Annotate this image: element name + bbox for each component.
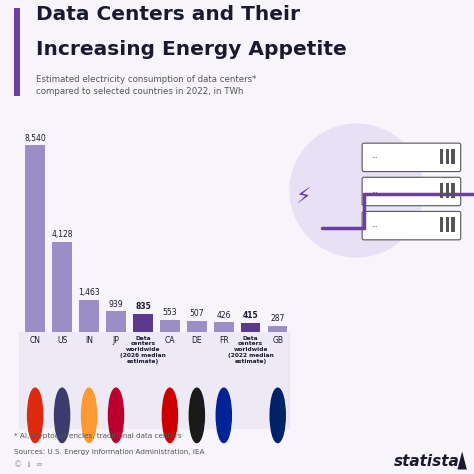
Circle shape [27, 388, 43, 443]
Bar [440, 149, 443, 164]
Circle shape [270, 388, 285, 443]
Text: 4,128: 4,128 [51, 230, 73, 239]
Circle shape [216, 388, 231, 443]
Bar [446, 149, 449, 164]
Text: Data
centers
worldwide
(2026 median
estimate): Data centers worldwide (2026 median esti… [120, 336, 166, 364]
FancyBboxPatch shape [362, 143, 461, 172]
Polygon shape [457, 451, 467, 469]
Bar [133, 314, 153, 332]
Bar [268, 326, 287, 332]
Circle shape [109, 388, 124, 443]
Bar [106, 311, 126, 332]
Text: Sources: U.S. Energy Information Administration, IEA: Sources: U.S. Energy Information Adminis… [14, 449, 205, 455]
Text: CN: CN [30, 336, 41, 345]
FancyBboxPatch shape [18, 331, 289, 431]
Bar [241, 323, 260, 332]
Text: Increasing Energy Appetite: Increasing Energy Appetite [36, 40, 346, 59]
Text: DE: DE [191, 336, 202, 345]
Bar [446, 217, 449, 232]
Circle shape [55, 388, 70, 443]
Bar [53, 242, 72, 332]
Text: JP: JP [112, 336, 119, 345]
Text: 835: 835 [135, 302, 151, 311]
Text: 507: 507 [190, 309, 204, 318]
Text: 553: 553 [163, 308, 177, 317]
Circle shape [189, 388, 204, 443]
Bar [446, 183, 449, 198]
Text: CA: CA [164, 336, 175, 345]
Text: statista: statista [394, 455, 460, 469]
FancyBboxPatch shape [362, 177, 461, 206]
Text: 287: 287 [271, 314, 285, 323]
Bar [214, 322, 234, 332]
Bar [79, 300, 99, 332]
Text: ...: ... [372, 154, 378, 159]
Bar [440, 217, 443, 232]
Text: Data Centers and Their: Data Centers and Their [36, 5, 300, 24]
Text: GB: GB [272, 336, 283, 345]
Text: Estimated electricity consumption of data centers*
compared to selected countrie: Estimated electricity consumption of dat… [36, 75, 256, 96]
Text: * AI, cryptocurrencies, traditional data centers: * AI, cryptocurrencies, traditional data… [14, 433, 182, 439]
FancyBboxPatch shape [362, 211, 461, 240]
Text: ©  ℹ  ≡: © ℹ ≡ [14, 460, 43, 469]
Text: FR: FR [219, 336, 228, 345]
Bar [451, 183, 455, 198]
Text: ...: ... [372, 222, 378, 228]
Circle shape [163, 388, 177, 443]
Text: IN: IN [85, 336, 93, 345]
Text: 939: 939 [109, 300, 123, 309]
Bar [451, 217, 455, 232]
Bar [451, 149, 455, 164]
Circle shape [82, 388, 97, 443]
Text: 426: 426 [217, 311, 231, 320]
Bar [14, 9, 20, 96]
Text: Data
centers
worldwide
(2022 median
estimate): Data centers worldwide (2022 median esti… [228, 336, 273, 364]
Bar [160, 320, 180, 332]
Bar [440, 183, 443, 198]
Text: ⚡: ⚡ [296, 188, 311, 208]
Text: US: US [57, 336, 67, 345]
Text: 1,463: 1,463 [78, 288, 100, 297]
Bar [187, 321, 207, 332]
Circle shape [290, 124, 423, 257]
Text: 415: 415 [243, 311, 259, 320]
Bar [26, 145, 45, 332]
Text: 8,540: 8,540 [24, 134, 46, 143]
Text: ...: ... [372, 188, 378, 193]
